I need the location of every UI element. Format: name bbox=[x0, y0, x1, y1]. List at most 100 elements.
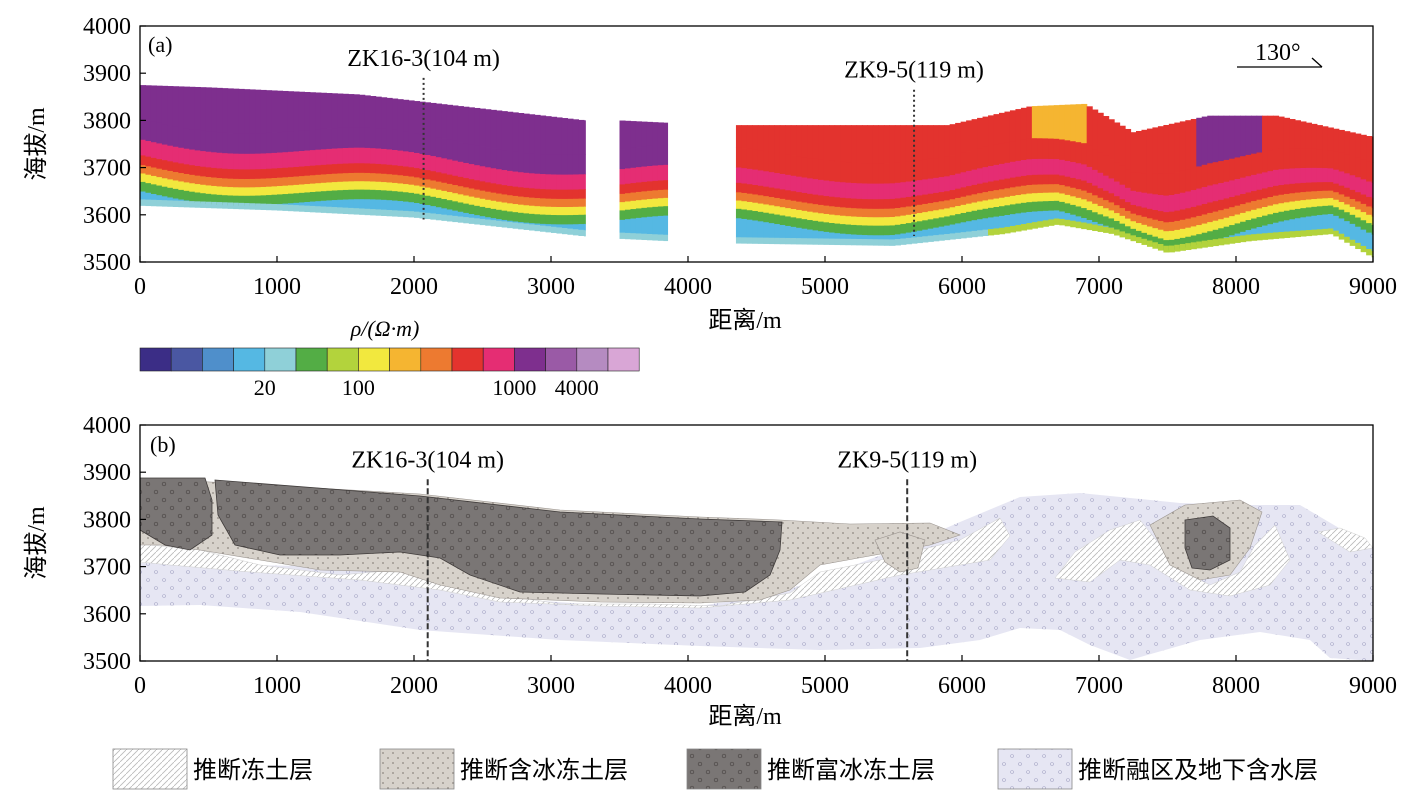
resistivity-cell bbox=[397, 175, 404, 184]
resistivity-cell bbox=[1097, 223, 1104, 227]
resistivity-cell bbox=[635, 182, 643, 193]
resistivity-cell bbox=[194, 129, 201, 151]
resistivity-cell bbox=[1344, 204, 1351, 213]
resistivity-cell bbox=[172, 86, 179, 127]
resistivity-cell bbox=[205, 201, 212, 209]
resistivity-cell bbox=[315, 149, 322, 166]
resistivity-cell bbox=[227, 169, 234, 180]
resistivity-cell bbox=[993, 180, 1000, 191]
resistivity-cell bbox=[551, 226, 558, 233]
resistivity-cell bbox=[1059, 201, 1066, 212]
resistivity-cell bbox=[161, 160, 168, 171]
resistivity-cell bbox=[364, 172, 371, 182]
resistivity-cell bbox=[200, 193, 207, 204]
resistivity-cell bbox=[183, 182, 190, 192]
resistivity-cell bbox=[156, 185, 163, 196]
resistivity-cell bbox=[414, 211, 421, 218]
resistivity-cell bbox=[878, 217, 885, 227]
resistivity-cell bbox=[233, 169, 240, 180]
resistivity-cell bbox=[922, 212, 929, 221]
resistivity-cell bbox=[807, 193, 814, 204]
resistivity-cell bbox=[1086, 182, 1093, 194]
colorbar-swatch bbox=[514, 347, 546, 372]
resistivity-cell bbox=[260, 178, 267, 188]
resistivity-cell bbox=[746, 148, 753, 170]
resistivity-cell bbox=[227, 88, 234, 134]
resistivity-cell bbox=[1119, 184, 1126, 200]
resistivity-cell bbox=[998, 189, 1006, 199]
resistivity-cell bbox=[397, 130, 404, 152]
resistivity-cell bbox=[1234, 179, 1241, 196]
resistivity-cell bbox=[1262, 207, 1269, 217]
resistivity-cell bbox=[1333, 192, 1340, 201]
resistivity-cell bbox=[507, 195, 514, 204]
resistivity-cell bbox=[561, 118, 569, 156]
resistivity-cell bbox=[507, 170, 514, 187]
resistivity-cell bbox=[189, 174, 196, 184]
resistivity-cell bbox=[386, 97, 393, 130]
resistivity-cell bbox=[872, 125, 880, 164]
resistivity-cell bbox=[641, 199, 648, 209]
resistivity-cell bbox=[1355, 226, 1362, 244]
resistivity-cell bbox=[757, 150, 764, 171]
resistivity-cell bbox=[512, 195, 519, 205]
resistivity-cell bbox=[1185, 169, 1192, 192]
resistivity-cell bbox=[1366, 206, 1373, 216]
resistivity-cell bbox=[1168, 211, 1175, 223]
resistivity-cell bbox=[397, 99, 404, 132]
resistivity-cell bbox=[156, 122, 163, 144]
panel-a-x-tick-label: 3000 bbox=[527, 274, 575, 300]
resistivity-cell bbox=[1223, 217, 1230, 228]
resistivity-cell bbox=[1064, 186, 1071, 196]
resistivity-cell bbox=[757, 237, 764, 244]
resistivity-cell bbox=[545, 224, 552, 227]
resistivity-cell bbox=[1212, 229, 1219, 241]
resistivity-cell bbox=[518, 223, 525, 230]
resistivity-cell bbox=[1283, 168, 1291, 185]
resistivity-cell bbox=[183, 200, 190, 202]
resistivity-cell bbox=[287, 185, 295, 195]
resistivity-cell bbox=[818, 159, 825, 181]
resistivity-cell bbox=[635, 167, 643, 183]
resistivity-cell bbox=[331, 200, 338, 208]
resistivity-cell bbox=[933, 192, 940, 203]
resistivity-cell bbox=[1048, 174, 1055, 185]
resistivity-cell bbox=[1300, 217, 1307, 231]
resistivity-cell bbox=[1212, 162, 1219, 185]
resistivity-cell bbox=[1190, 190, 1197, 208]
resistivity-cell bbox=[326, 93, 333, 129]
resistivity-cell bbox=[348, 172, 355, 182]
resistivity-cell bbox=[567, 189, 574, 200]
resistivity-cell bbox=[1103, 116, 1110, 157]
resistivity-cell bbox=[1179, 121, 1186, 172]
resistivity-cell bbox=[551, 116, 558, 156]
resistivity-cell bbox=[392, 165, 399, 176]
resistivity-cell bbox=[408, 167, 415, 177]
resistivity-cell bbox=[342, 189, 349, 200]
resistivity-cell bbox=[1223, 237, 1230, 245]
resistivity-cell bbox=[441, 208, 448, 216]
resistivity-cell bbox=[194, 184, 201, 193]
resistivity-cell bbox=[446, 209, 453, 216]
resistivity-cell bbox=[331, 128, 338, 149]
resistivity-cell bbox=[619, 193, 626, 203]
resistivity-cell bbox=[561, 174, 569, 191]
resistivity-cell bbox=[298, 176, 305, 185]
resistivity-cell bbox=[807, 220, 814, 230]
resistivity-cell bbox=[1163, 195, 1170, 213]
resistivity-cell bbox=[1146, 193, 1154, 210]
resistivity-cell bbox=[1349, 239, 1356, 246]
resistivity-cell bbox=[446, 183, 453, 193]
resistivity-cell bbox=[927, 178, 934, 195]
resistivity-cell bbox=[430, 171, 437, 181]
resistivity-cell bbox=[309, 201, 316, 207]
resistivity-cell bbox=[1157, 126, 1164, 175]
resistivity-cell bbox=[1272, 115, 1280, 150]
resistivity-cell bbox=[1097, 188, 1104, 199]
resistivity-cell bbox=[1031, 138, 1038, 160]
resistivity-cell bbox=[490, 168, 497, 184]
resistivity-cell bbox=[1190, 206, 1197, 218]
resistivity-cell bbox=[1163, 245, 1170, 253]
resistivity-cell bbox=[145, 141, 152, 158]
